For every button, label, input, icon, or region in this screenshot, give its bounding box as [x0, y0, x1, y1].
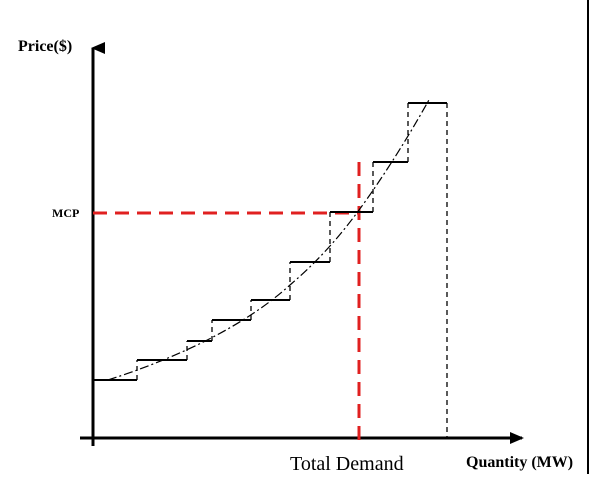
supply-steps — [93, 102, 447, 381]
smooth-supply-curve — [107, 97, 431, 381]
x-axis-label: Quantity (MW) — [466, 454, 573, 471]
total-demand-label: Total Demand — [290, 453, 404, 474]
mcp-label: MCP — [52, 206, 79, 220]
supply-risers — [136, 103, 448, 438]
right-border — [587, 0, 589, 474]
y-axis-label: Price($) — [18, 38, 72, 55]
